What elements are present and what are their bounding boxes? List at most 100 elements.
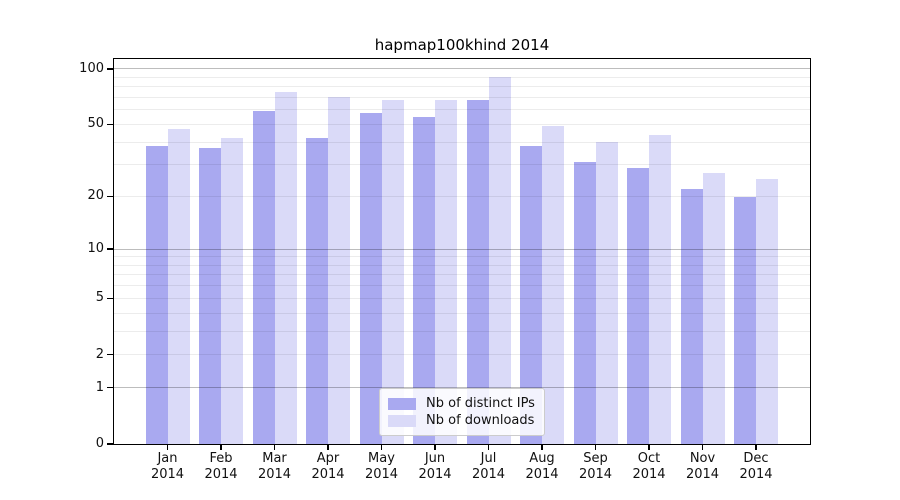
bar-may-nb-of-downloads bbox=[381, 99, 404, 444]
x-tick-label-aug: Aug 2014 bbox=[510, 451, 574, 483]
bar-nov-nb-of-downloads bbox=[702, 173, 725, 444]
x-tick-mark-may bbox=[380, 445, 383, 450]
x-tick-label-nov: Nov 2014 bbox=[671, 451, 735, 483]
x-tick-year: 2014 bbox=[418, 467, 452, 482]
bar-jun-nb-of-downloads bbox=[435, 99, 457, 444]
y-tick-mark-100 bbox=[107, 68, 113, 70]
x-tick-year: 2014 bbox=[257, 467, 292, 482]
legend-label-nb-of-downloads: Nb of downloads bbox=[426, 413, 535, 428]
x-tick-month: Jan bbox=[157, 451, 178, 466]
legend-label-nb-of-distinct-ips: Nb of distinct IPs bbox=[426, 396, 535, 411]
x-tick-mark-aug bbox=[541, 445, 543, 450]
legend-swatch-nb-of-downloads bbox=[388, 414, 416, 427]
x-tick-month: Apr bbox=[316, 451, 340, 466]
gridlines-layer bbox=[114, 59, 810, 444]
x-tick-label-jan: Jan 2014 bbox=[136, 451, 200, 483]
legend-item-nb-of-downloads: Nb of downloads bbox=[388, 412, 536, 429]
y-tick-label-2: 2 bbox=[95, 346, 104, 362]
y-tick-mark-5 bbox=[107, 297, 113, 300]
bar-dec-nb-of-downloads bbox=[756, 179, 778, 444]
y-tick-label-0: 0 bbox=[95, 436, 104, 451]
bar-jan-nb-of-downloads bbox=[167, 129, 190, 444]
bars-layer bbox=[114, 59, 810, 444]
x-tick-year: 2014 bbox=[150, 467, 185, 482]
x-tick-label-oct: Oct 2014 bbox=[617, 451, 681, 483]
gridline-40 bbox=[114, 141, 810, 143]
y-tick-mark-1 bbox=[107, 386, 113, 389]
x-tick-year: 2014 bbox=[471, 467, 506, 482]
bar-feb-nb-of-distinct-ips bbox=[199, 148, 221, 444]
x-tick-month: Feb bbox=[209, 451, 233, 466]
x-tick-mark-feb bbox=[220, 445, 222, 450]
x-tick-year: 2014 bbox=[632, 467, 666, 482]
x-tick-year: 2014 bbox=[578, 467, 613, 482]
bar-oct-nb-of-distinct-ips bbox=[627, 167, 649, 444]
y-tick-mark-10 bbox=[107, 248, 113, 250]
x-tick-mark-nov bbox=[701, 445, 704, 450]
bar-jul-nb-of-distinct-ips bbox=[466, 99, 489, 444]
gridline-5 bbox=[114, 297, 810, 299]
bar-jul-nb-of-downloads bbox=[488, 77, 511, 444]
x-tick-label-feb: Feb 2014 bbox=[189, 451, 253, 483]
x-tick-mark-jan bbox=[166, 445, 169, 450]
bar-sep-nb-of-downloads bbox=[595, 142, 618, 444]
bar-aug-nb-of-distinct-ips bbox=[520, 146, 542, 444]
x-tick-month: Mar bbox=[262, 451, 287, 466]
gridline-4 bbox=[114, 312, 810, 314]
x-tick-mark-sep bbox=[594, 445, 597, 450]
x-tick-mark-mar bbox=[273, 445, 276, 450]
y-tick-mark-20 bbox=[107, 195, 113, 198]
x-tick-label-mar: Mar 2014 bbox=[243, 451, 307, 483]
y-tick-mark-50 bbox=[107, 123, 113, 126]
chart-title: hapmap100khind 2014 bbox=[374, 36, 550, 54]
bar-mar-nb-of-downloads bbox=[274, 91, 297, 444]
legend-swatch-nb-of-distinct-ips bbox=[388, 397, 416, 410]
x-tick-year: 2014 bbox=[525, 467, 559, 482]
gridline-8 bbox=[114, 264, 810, 266]
x-tick-mark-jul bbox=[487, 445, 490, 450]
x-tick-mark-jun bbox=[434, 445, 436, 450]
gridline-100 bbox=[114, 68, 810, 70]
x-tick-month: Sep bbox=[583, 451, 608, 466]
y-tick-label-100: 100 bbox=[79, 60, 104, 76]
bar-nov-nb-of-distinct-ips bbox=[680, 189, 703, 444]
x-tick-label-apr: Apr 2014 bbox=[296, 451, 360, 483]
x-tick-mark-apr bbox=[327, 445, 329, 450]
x-tick-mark-oct bbox=[648, 445, 650, 450]
gridline-3 bbox=[114, 330, 810, 332]
gridline-20 bbox=[114, 195, 810, 197]
bar-jun-nb-of-distinct-ips bbox=[413, 116, 435, 444]
bar-may-nb-of-distinct-ips bbox=[359, 112, 382, 444]
y-tick-label-50: 50 bbox=[87, 116, 104, 132]
bar-apr-nb-of-downloads bbox=[328, 97, 350, 444]
x-tick-year: 2014 bbox=[311, 467, 345, 482]
bar-mar-nb-of-distinct-ips bbox=[252, 111, 275, 444]
x-tick-month: Nov bbox=[689, 451, 716, 466]
bar-sep-nb-of-distinct-ips bbox=[573, 162, 596, 444]
x-tick-month: Oct bbox=[637, 451, 661, 466]
y-tick-label-20: 20 bbox=[87, 188, 104, 204]
gridline-1 bbox=[114, 387, 810, 389]
gridline-6 bbox=[114, 285, 810, 287]
y-tick-mark-0 bbox=[107, 443, 113, 445]
legend: Nb of distinct IPs Nb of downloads bbox=[379, 388, 545, 436]
x-tick-year: 2014 bbox=[364, 467, 399, 482]
gridline-9 bbox=[114, 256, 810, 258]
x-tick-month: Jun bbox=[424, 451, 446, 466]
x-tick-label-jul: Jul 2014 bbox=[457, 451, 521, 483]
gridline-90 bbox=[114, 76, 810, 78]
bar-dec-nb-of-distinct-ips bbox=[734, 196, 756, 444]
gridline-60 bbox=[114, 109, 810, 111]
y-tick-label-5: 5 bbox=[95, 290, 104, 306]
gridline-50 bbox=[114, 123, 810, 125]
gridline-2 bbox=[114, 354, 810, 356]
y-tick-mark-2 bbox=[107, 353, 113, 356]
x-tick-year: 2014 bbox=[204, 467, 238, 482]
gridline-10 bbox=[114, 248, 810, 250]
x-tick-month: Jul bbox=[480, 451, 497, 466]
gridline-7 bbox=[114, 274, 810, 276]
plot-area bbox=[113, 58, 811, 445]
gridline-30 bbox=[114, 164, 810, 166]
bar-jan-nb-of-distinct-ips bbox=[145, 146, 168, 444]
